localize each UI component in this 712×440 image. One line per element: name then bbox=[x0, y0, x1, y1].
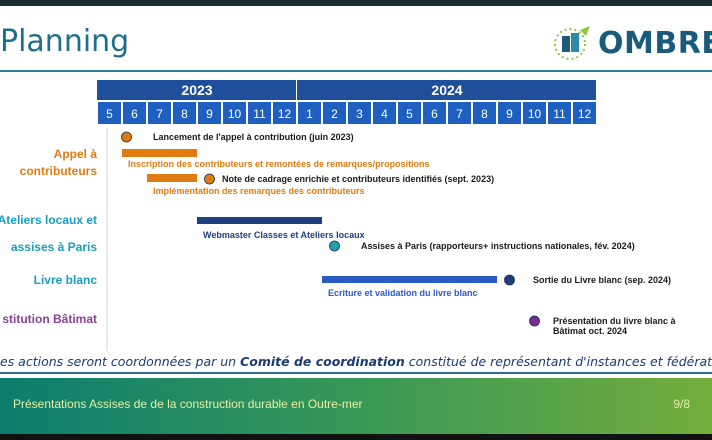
ombre-logo: OMBRE bbox=[550, 24, 712, 64]
milestone-marker bbox=[121, 131, 132, 143]
month-label: 10 bbox=[528, 107, 542, 121]
month-label: 6 bbox=[431, 107, 438, 121]
footer-title: Présentations Assises de de la construct… bbox=[13, 397, 363, 411]
month-label: 12 bbox=[578, 107, 592, 121]
month-label: 12 bbox=[278, 107, 292, 121]
month-label: 11 bbox=[553, 107, 566, 121]
page-number: 9/8 bbox=[673, 397, 690, 411]
month-cell bbox=[523, 102, 546, 124]
gantt-bar bbox=[147, 174, 197, 182]
footnote-prefix: es actions seront coordonnées par un bbox=[0, 354, 241, 369]
milestone-marker bbox=[529, 315, 540, 327]
year-header-2024 bbox=[297, 80, 596, 100]
year-header-2023 bbox=[97, 80, 296, 100]
milestone-label: Lancement de l'appel à contribution (jui… bbox=[153, 132, 354, 142]
gantt-bar bbox=[322, 276, 497, 283]
milestone-marker bbox=[329, 240, 340, 252]
month-cell bbox=[248, 102, 271, 124]
month-cell bbox=[173, 102, 196, 124]
page-title: Planning bbox=[0, 24, 130, 59]
month-cell bbox=[98, 102, 121, 124]
bar-label: Inscription des contributeurs et remonté… bbox=[128, 159, 430, 169]
month-label: 7 bbox=[456, 107, 463, 121]
milestone-label: Sortie du Livre blanc (sep. 2024) bbox=[533, 275, 671, 285]
month-cell bbox=[273, 102, 296, 124]
month-cell bbox=[473, 102, 496, 124]
milestone-label: Note de cadrage enrichie et contributeur… bbox=[222, 174, 494, 184]
bar-label: Implémentation des remarques des contrib… bbox=[153, 186, 365, 196]
milestone-marker bbox=[504, 274, 515, 286]
month-label: 5 bbox=[406, 107, 413, 121]
milestone-label: Présentation du livre blanc à bbox=[553, 316, 677, 326]
row-label: Livre blanc bbox=[34, 273, 98, 287]
row-label: contributeurs bbox=[20, 164, 98, 178]
month-label: 5 bbox=[106, 107, 113, 121]
footnote-bold: Comité de coordination bbox=[240, 354, 405, 369]
row-label: assises à Paris bbox=[11, 240, 97, 254]
gantt-bar bbox=[197, 217, 322, 224]
row-label: Appel à bbox=[54, 147, 98, 161]
month-label: 8 bbox=[481, 107, 488, 121]
month-label: 9 bbox=[506, 107, 513, 121]
month-label: 7 bbox=[156, 107, 163, 121]
month-cell bbox=[123, 102, 146, 124]
month-cell bbox=[298, 102, 321, 124]
header-divider bbox=[0, 70, 712, 72]
milestone-marker bbox=[204, 173, 215, 185]
coordination-footnote: es actions seront coordonnées par un Com… bbox=[0, 354, 712, 369]
footnote-suffix: constitué de représentant d'instances et… bbox=[408, 354, 712, 369]
ombre-logo-icon bbox=[554, 26, 590, 60]
month-label: 2 bbox=[331, 107, 338, 121]
month-label: 6 bbox=[131, 107, 138, 121]
month-cell bbox=[223, 102, 246, 124]
row-label: Ateliers locaux et bbox=[0, 213, 97, 227]
footer-band: Présentations Assises de de la construct… bbox=[0, 378, 712, 434]
year-label-2024: 2024 bbox=[431, 82, 462, 98]
month-label: 11 bbox=[253, 107, 266, 121]
month-cell bbox=[398, 102, 421, 124]
month-label: 4 bbox=[381, 107, 388, 121]
month-label: 3 bbox=[356, 107, 363, 121]
row-label: stitution Bâtimat bbox=[2, 312, 97, 326]
bottom-dark-bar bbox=[0, 434, 712, 440]
milestone-label: Assises à Paris (rapporteurs+ instructio… bbox=[361, 241, 635, 251]
footnote-divider bbox=[0, 372, 712, 374]
gantt-bar bbox=[122, 149, 197, 157]
logo-text: OMBRE bbox=[598, 26, 712, 61]
month-cell bbox=[198, 102, 221, 124]
month-cell bbox=[148, 102, 171, 124]
milestone-label: Bâtimat oct. 2024 bbox=[553, 326, 627, 336]
month-cell bbox=[548, 102, 571, 124]
month-cell bbox=[348, 102, 371, 124]
month-cell bbox=[373, 102, 396, 124]
bar-label: Webmaster Classes et Ateliers locaux bbox=[203, 230, 365, 240]
year-label-2023: 2023 bbox=[181, 82, 212, 98]
month-cell bbox=[573, 102, 596, 124]
month-label: 8 bbox=[181, 107, 188, 121]
month-label: 1 bbox=[306, 107, 313, 121]
top-dark-bar bbox=[0, 0, 712, 6]
month-label: 10 bbox=[228, 107, 242, 121]
month-cell bbox=[323, 102, 346, 124]
bar-label: Ecriture et validation du livre blanc bbox=[328, 288, 478, 298]
month-cell bbox=[423, 102, 446, 124]
month-cell bbox=[448, 102, 471, 124]
month-label: 9 bbox=[206, 107, 213, 121]
month-cell bbox=[498, 102, 521, 124]
